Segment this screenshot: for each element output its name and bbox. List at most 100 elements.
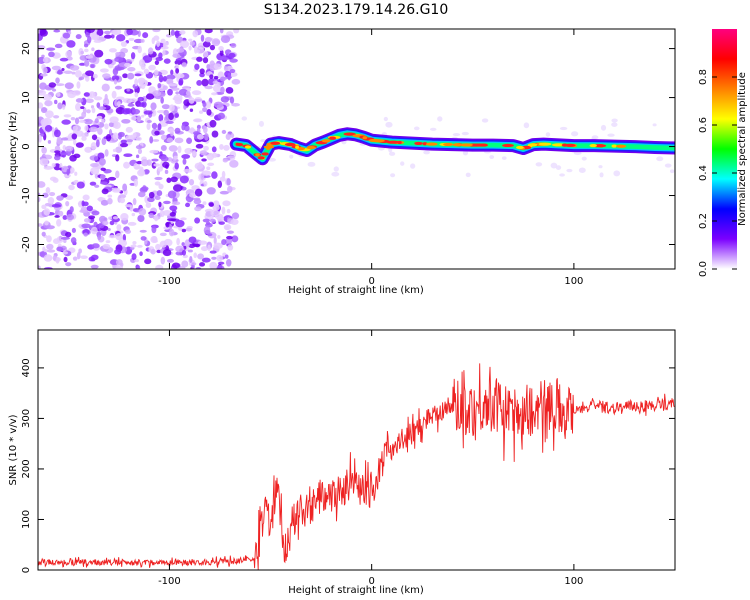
spectrogram-noise-cell xyxy=(147,196,155,203)
spectrogram-noise-blobs xyxy=(38,29,675,269)
spectrogram-noise-cell xyxy=(104,30,111,35)
spectrogram-ridge-peak xyxy=(616,144,627,148)
spectrogram-noise-cell xyxy=(188,97,195,104)
spectrogram-noise-cell xyxy=(140,186,149,192)
spectrogram-noise-cell xyxy=(555,165,562,170)
spectrogram-noise-cell xyxy=(146,119,152,124)
spectrogram-noise-cell xyxy=(84,48,89,53)
spectrogram-noise-cell xyxy=(165,120,174,124)
spectrogram-noise-cell xyxy=(385,121,393,128)
spectrogram-noise-cell xyxy=(85,98,94,104)
spectrogram-noise-cell xyxy=(76,181,85,189)
spectrogram-noise-cell xyxy=(126,139,134,143)
spectrogram-noise-cell xyxy=(219,76,226,82)
spectrogram-noise-cell xyxy=(181,154,191,159)
spectrogram-noise-cell xyxy=(136,265,141,269)
spectrogram-noise-cell xyxy=(607,133,615,137)
spectrogram-noise-cell xyxy=(227,244,234,251)
spectrogram-noise-cell xyxy=(127,221,137,226)
spectrogram-noise-cell xyxy=(83,92,90,97)
spectrogram-noise-cell xyxy=(60,236,70,240)
snr-x-label: Height of straight line (km) xyxy=(288,585,424,596)
spectrogram-noise-cell xyxy=(86,29,96,34)
spectrogram-noise-cell xyxy=(168,228,175,237)
spectrogram-noise-cell xyxy=(199,72,205,78)
spectrogram-noise-cell xyxy=(170,29,175,36)
spectrogram-noise-cell xyxy=(154,130,160,136)
spectrogram-noise-cell xyxy=(51,88,57,92)
spectrogram-noise-cell xyxy=(213,200,220,208)
spectrogram-noise-cell xyxy=(187,249,193,253)
colorbar-tick-label: 0.8 xyxy=(698,69,709,85)
spectrogram-noise-cell xyxy=(231,235,239,243)
spectrogram-noise-cell xyxy=(115,51,120,56)
spectrogram-noise-cell xyxy=(99,181,108,185)
spectrogram-noise-cell xyxy=(81,136,87,141)
spectrogram-noise-cell xyxy=(86,109,91,114)
spectrogram-noise-cell xyxy=(226,235,233,240)
spectrogram-noise-cell xyxy=(89,181,97,186)
spectrogram-noise-cell xyxy=(82,194,90,201)
spectrogram-noise-cell xyxy=(219,143,224,150)
spectrogram-noise-cell xyxy=(163,58,171,64)
spectrogram-noise-cell xyxy=(55,77,60,84)
spectrogram-noise-cell xyxy=(150,102,157,111)
spectrogram-noise-cell xyxy=(122,98,133,104)
spectrogram-noise-cell xyxy=(390,173,396,178)
spectrogram-noise-cell xyxy=(165,221,170,228)
spectrogram-noise-cell xyxy=(93,96,103,101)
spectrogram-noise-cell xyxy=(258,120,265,127)
spectrogram-noise-cell xyxy=(154,195,161,201)
spectrogram-noise-cell xyxy=(188,178,195,186)
spectrogram-noise-cell xyxy=(60,152,69,156)
spectrogram-ridge-peak xyxy=(257,156,265,160)
spectrogram-noise-cell xyxy=(196,56,203,62)
spectrogram-noise-cell xyxy=(220,35,231,44)
spectrogram-noise-cell xyxy=(163,200,171,205)
spectrogram-noise-cell xyxy=(152,29,161,33)
spectrogram-noise-cell xyxy=(388,151,396,156)
spectrogram-noise-cell xyxy=(224,254,229,259)
spectrogram-noise-cell xyxy=(40,73,48,77)
spectrogram-noise-cell xyxy=(54,43,63,49)
spectrogram-noise-cell xyxy=(157,123,162,131)
spectrogram-noise-cell xyxy=(138,207,147,216)
spectrogram-noise-cell xyxy=(122,183,128,192)
spectrogram-noise-cell xyxy=(112,189,121,193)
spectrogram-noise-cell xyxy=(140,39,145,43)
spectrogram-noise-cell xyxy=(221,206,226,215)
spectrogram-noise-cell xyxy=(54,145,61,151)
spectrogram-noise-cell xyxy=(39,158,49,166)
snr-x-tick-label: 0 xyxy=(368,576,374,587)
spectrogram-noise-cell xyxy=(115,259,123,266)
spectrogram-noise-cell xyxy=(87,35,92,44)
spectrogram-noise-cell xyxy=(93,39,102,43)
spectrogram-y-tick-label: -10 xyxy=(21,187,32,203)
spectrogram-noise-cell xyxy=(88,126,99,133)
spectrogram-noise-cell xyxy=(220,96,230,103)
spectrogram-noise-cell xyxy=(41,54,45,58)
spectrogram-noise-cell xyxy=(107,197,113,205)
spectrogram-x-label: Height of straight line (km) xyxy=(288,285,424,296)
spectrogram-ridge-peak xyxy=(261,152,269,156)
spectrogram-noise-cell xyxy=(108,122,115,128)
spectrogram-noise-cell xyxy=(132,208,138,212)
spectrogram-noise-cell xyxy=(130,115,137,121)
spectrogram-noise-cell xyxy=(268,157,276,162)
spectrogram-noise-cell xyxy=(501,156,507,160)
spectrogram-noise-cell xyxy=(54,150,61,154)
spectrogram-noise-cell xyxy=(100,199,109,206)
spectrogram-noise-cell xyxy=(104,58,113,65)
spectrogram-noise-cell xyxy=(79,209,89,214)
spectrogram-ridge-peak xyxy=(295,145,300,149)
spectrogram-noise-cell xyxy=(97,127,103,135)
spectrogram-noise-cell xyxy=(85,54,93,59)
spectrogram-noise-cell xyxy=(184,239,190,248)
spectrogram-ridge-peak xyxy=(343,132,356,136)
spectrogram-noise-cell xyxy=(94,184,100,188)
spectrogram-noise-cell xyxy=(209,261,218,269)
spectrogram-noise-cell xyxy=(224,238,233,245)
spectrogram-noise-cell xyxy=(193,131,200,136)
spectrogram-noise-cell xyxy=(216,254,223,262)
spectrogram-noise-cell xyxy=(102,243,111,250)
